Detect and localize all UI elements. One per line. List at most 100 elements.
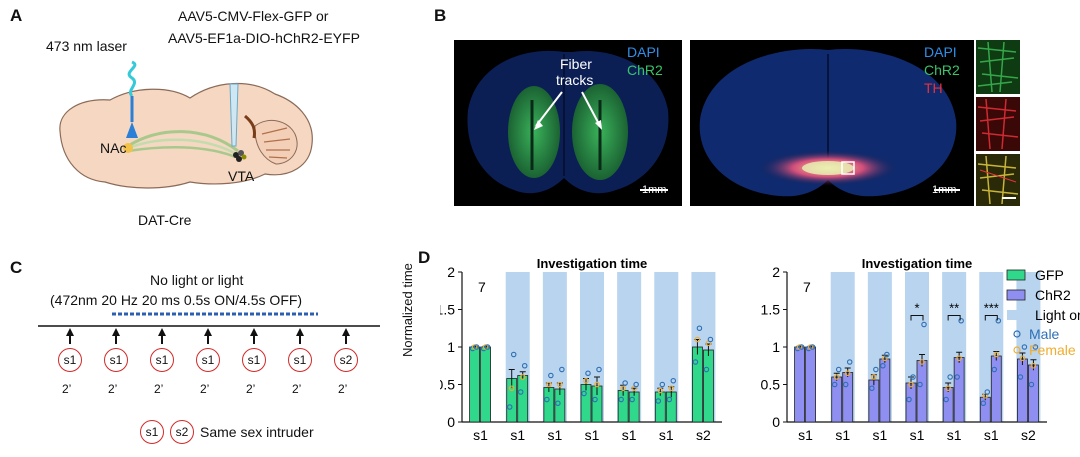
point-1-0-3-2: [910, 374, 916, 380]
y-tick-label-0-0: 0: [447, 414, 455, 430]
bar-1-1-1: [842, 372, 854, 423]
x-tick-label-0-0: s1: [473, 427, 488, 443]
point-0-0-3-1: [583, 378, 589, 384]
point-0-1-5-2: [670, 378, 677, 384]
b-right-th-label: TH: [924, 80, 943, 96]
point-1-1-6-1: [1030, 363, 1037, 369]
point-1-1-3-0: [917, 381, 923, 388]
panel-letter-d: D: [418, 248, 431, 267]
point-1-0-1-1: [833, 374, 840, 380]
mouse-brain-schematic: [59, 60, 313, 189]
c-legend-s2: s2: [170, 420, 194, 444]
point-1-1-3-2: [921, 321, 927, 328]
bar-1-1-4: [953, 357, 965, 423]
b-right-dapi-label: DAPI: [924, 44, 957, 60]
bar-0-1-6: [703, 349, 714, 423]
point-0-0-3-2: [585, 370, 591, 377]
bar-0-1-4: [628, 391, 640, 423]
sig-bracket-1: [947, 315, 961, 321]
y-tick-label-1-3: 1.5: [761, 302, 781, 318]
point-1-0-1-0: [831, 381, 838, 388]
point-0-1-5-1: [668, 385, 675, 392]
point-1-0-0-1: [796, 344, 803, 350]
point-1-1-5-0: [991, 366, 998, 373]
c-duration-3: 2’: [200, 382, 210, 396]
legend-chr2-swatch: [1006, 289, 1026, 301]
c-legend-s1: s1: [140, 420, 164, 444]
point-1-0-5-0: [980, 400, 987, 407]
micrograph-right: [690, 40, 974, 206]
panel-letter-c: C: [10, 258, 23, 277]
point-1-1-1-1: [844, 370, 851, 377]
point-1-1-2-0: [880, 363, 886, 369]
point-1-1-5-1: [993, 351, 1000, 358]
point-0-1-2-0: [555, 400, 561, 407]
point-1-1-1-0: [842, 381, 849, 388]
c-duration-2: 2’: [154, 382, 164, 396]
point-0-1-1-0: [517, 389, 524, 395]
c-arrowhead-1: [112, 328, 120, 336]
point-1-0-3-0: [906, 396, 912, 403]
point-0-1-5-0: [666, 396, 673, 403]
point-1-1-2-2: [884, 351, 890, 358]
bar-0-0-5: [654, 391, 666, 423]
point-1-0-2-1: [871, 374, 877, 380]
y-tick-label-1-0: 0: [772, 414, 780, 430]
point-0-0-2-1: [546, 381, 552, 388]
point-1-0-0-2: [798, 344, 805, 350]
c-session-1: s1: [104, 348, 128, 372]
c-legend-text: Same sex intruder: [200, 424, 314, 440]
point-0-1-2-1: [557, 381, 563, 388]
sig-label-2: ***: [984, 301, 999, 316]
point-0-1-4-0: [629, 396, 635, 403]
b-right-scale-label: 1mm: [932, 184, 957, 196]
y-tick-label-1-4: 2: [772, 264, 780, 280]
c-arrowhead-5: [296, 328, 304, 336]
point-0-0-6-0: [692, 359, 699, 365]
point-0-0-2-0: [544, 396, 550, 403]
point-1-1-5-2: [995, 318, 1002, 324]
x-tick-label-1-4: s1: [947, 427, 962, 443]
point-0-0-5-1: [657, 387, 664, 394]
point-0-0-4-0: [618, 396, 624, 403]
y-tick-label-0-1: 0.5: [440, 377, 455, 393]
point-0-1-3-0: [592, 396, 598, 403]
c-duration-1: 2’: [108, 382, 118, 396]
c-session-3: s1: [196, 348, 220, 372]
chart-title-1: Investigation time: [862, 256, 973, 271]
b-right-chr2-label: ChR2: [924, 62, 960, 78]
y-tick-label-0-4: 2: [447, 264, 455, 280]
y-tick-label-1-1: 0.5: [761, 377, 781, 393]
c-session-5: s1: [288, 348, 312, 372]
sig-bracket-0: [910, 315, 924, 321]
point-1-1-4-2: [958, 318, 964, 324]
point-1-0-6-2: [1021, 344, 1028, 350]
point-0-1-3-2: [596, 366, 602, 373]
c-arrowhead-4: [250, 328, 258, 336]
point-1-1-0-1: [807, 344, 814, 350]
c-arrowhead-6: [342, 328, 350, 336]
bar-1-0-6: [1017, 358, 1028, 423]
point-1-1-4-0: [954, 374, 960, 380]
point-0-0-6-2: [696, 325, 703, 332]
c-legend: s1 s2 Same sex intruder: [140, 420, 314, 444]
sig-label-0: *: [914, 301, 919, 316]
nac-label: NAc: [100, 140, 127, 156]
panel-letter-b: B: [434, 6, 447, 25]
bar-0-0-6: [692, 346, 703, 423]
point-0-0-5-0: [655, 398, 662, 404]
d-charts: 0 0.5 1 1.5 2 Investigation time 7 s1 s1 s1 s1 s1 s1…: [440, 256, 1080, 443]
c-duration-6: 2’: [338, 382, 348, 396]
point-1-1-6-0: [1028, 381, 1035, 388]
mouse-line-label: DAT-Cre: [138, 212, 192, 228]
y-tick-label-0-3: 1.5: [440, 302, 455, 318]
y-tick-label-0-2: 1: [447, 339, 455, 355]
legend-light-label: Light on: [1035, 307, 1080, 323]
n-label-0: 7: [478, 279, 486, 295]
point-0-0-1-1: [508, 385, 515, 392]
inset-merge: [976, 154, 1020, 206]
c-condition-line1: No light or light: [150, 272, 244, 288]
x-tick-label-0-6: s2: [696, 427, 711, 443]
point-1-1-0-2: [809, 344, 816, 350]
c-duration-0: 2’: [62, 382, 72, 396]
